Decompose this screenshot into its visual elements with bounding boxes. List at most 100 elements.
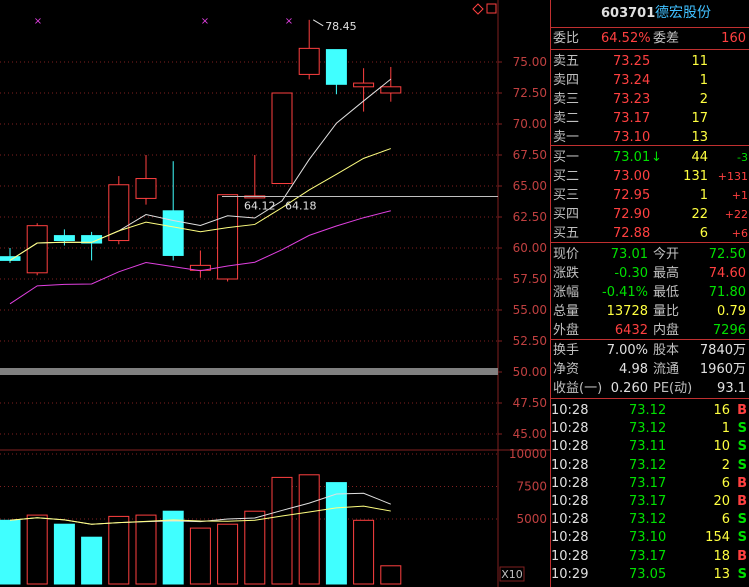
bid-row[interactable]: 买五 72.88 6 +6 [551, 224, 749, 243]
tick-side: S [737, 439, 747, 455]
ask-price: 73.10 [613, 130, 651, 145]
tick-row[interactable]: 10:28 73.12 2 S [551, 456, 749, 475]
ask-label: 卖四 [553, 73, 580, 88]
volume-tick-label: 7500 [516, 480, 547, 494]
weicha-label: 委差 [653, 31, 680, 46]
quote-row: 涨跌 -0.30 最高 74.60 [551, 264, 749, 283]
tick-row[interactable]: 10:28 73.10 154 S [551, 528, 749, 547]
tick-row[interactable]: 10:28 73.11 10 S [551, 437, 749, 456]
quote-row: 外盘 6432 内盘 7296 [551, 321, 749, 340]
volume-bar [353, 519, 375, 585]
price-tick-label: 62.50 [513, 210, 547, 224]
bid-volume: 44 [691, 150, 708, 165]
bid-row[interactable]: 买一 73.01 ↓ 44 -3 [551, 148, 749, 167]
fundamental-value: 0.260 [610, 381, 648, 396]
event-marker-icon: × [201, 16, 209, 27]
tick-time: 10:28 [551, 403, 589, 418]
bid-price: 73.00 [613, 169, 651, 184]
tick-row[interactable]: 10:29 73.05 13 S [551, 565, 749, 584]
ask-price: 73.17 [613, 111, 651, 126]
tick-time: 10:28 [551, 512, 589, 528]
quote-label-2: 最低 [653, 285, 680, 300]
quote-value-2: 71.80 [708, 285, 746, 300]
tick-row[interactable]: 10:28 73.17 6 B [551, 474, 749, 493]
quote-label: 涨幅 [553, 285, 580, 300]
bid-change: +22 [724, 208, 748, 221]
high-annotation-leader [312, 19, 324, 27]
bid-label: 买四 [553, 207, 580, 222]
price-tick-label: 45.00 [513, 427, 547, 441]
tick-volume: 16 [713, 403, 730, 418]
bid-row[interactable]: 买三 72.95 1 +1 [551, 186, 749, 205]
fundamental-row: 收益(一) 0.260 PE(动) 93.1 [551, 379, 749, 398]
bid-volume: 1 [699, 188, 708, 203]
tick-price: 73.05 [629, 566, 667, 582]
tick-row[interactable]: 10:28 73.17 20 B [551, 492, 749, 511]
bid-row[interactable]: 买四 72.90 22 +22 [551, 205, 749, 224]
quote-value: 6432 [614, 323, 648, 338]
volume-bar [81, 536, 103, 585]
bid-label: 买一 [553, 150, 580, 165]
volume-bar [162, 510, 184, 585]
price-tick-label: 52.50 [513, 334, 547, 348]
volume-bar [189, 527, 211, 585]
tick-price: 73.11 [629, 439, 667, 455]
fundamental-label-2: 股本 [653, 343, 680, 358]
volume-bar [380, 565, 402, 585]
tick-volume: 2 [721, 457, 730, 473]
tick-volume: 20 [713, 494, 730, 509]
quote-label: 现价 [553, 247, 580, 262]
ask-row[interactable]: 卖一 73.10 13 [551, 128, 749, 147]
tick-volume: 6 [721, 512, 730, 528]
separator-band [0, 368, 498, 375]
price-tick-label: 67.50 [513, 148, 547, 162]
tick-volume: 13 [713, 566, 730, 582]
ma5-line [9, 78, 392, 261]
tick-side: B [737, 548, 747, 564]
tick-row[interactable]: 10:28 73.12 6 S [551, 510, 749, 529]
fundamental-row: 换手 7.00% 股本 7840万 [551, 341, 749, 360]
volume-bar [108, 515, 130, 585]
tick-row[interactable]: 10:28 73.17 18 B [551, 547, 749, 566]
ask-row[interactable]: 卖三 73.23 2 [551, 90, 749, 109]
candle-body [380, 86, 402, 94]
bid-change: +131 [717, 170, 748, 183]
quote-value-2: 7296 [712, 323, 746, 338]
kline-chart-area[interactable]: 75.00 72.50 70.00 67.50 65.00 62.50 60.00 57.50… [0, 0, 550, 587]
tick-time: 10:28 [551, 548, 589, 564]
quote-label-2: 量比 [653, 304, 680, 319]
volume-bar [26, 514, 48, 585]
tick-row[interactable]: 10:28 73.12 16 B [551, 401, 749, 420]
tick-side: B [737, 475, 747, 491]
quote-row: 总量 13728 量比 0.79 [551, 302, 749, 321]
kline-chart[interactable]: 75.00 72.50 70.00 67.50 65.00 62.50 60.00 57.50… [0, 0, 550, 587]
ask-volume: 13 [691, 130, 708, 145]
volume-unit-box [499, 566, 525, 582]
quote-value: -0.30 [614, 266, 648, 281]
ask-volume: 2 [699, 92, 708, 107]
ask-row[interactable]: 卖四 73.24 1 [551, 71, 749, 90]
bid-label: 买五 [553, 226, 580, 241]
candle-body [298, 47, 320, 75]
fundamental-value: 4.98 [619, 362, 648, 377]
tick-price: 73.12 [629, 421, 667, 437]
tick-price: 73.12 [629, 457, 667, 473]
tick-time: 10:28 [551, 457, 589, 473]
quote-value-2: 74.60 [708, 266, 746, 281]
stock-name[interactable]: 德宏股份 [655, 5, 711, 21]
bid-volume: 6 [699, 226, 708, 241]
quote-panel: 603701 德宏股份 委比 64.52% 委差 160 卖五 73.25 11… [550, 0, 749, 587]
bid-row[interactable]: 买二 73.00 131 +131 [551, 167, 749, 186]
tick-side: B [737, 494, 747, 509]
tick-time: 10:28 [551, 494, 589, 509]
ask-price: 73.23 [613, 92, 651, 107]
price-tick-label: 60.00 [513, 241, 547, 255]
tick-row[interactable]: 10:28 73.12 1 S [551, 419, 749, 438]
ma10-line [9, 148, 391, 261]
fundamental-label-2: PE(动) [653, 381, 693, 396]
quote-label: 涨跌 [553, 266, 580, 281]
ask-row[interactable]: 卖二 73.17 17 [551, 109, 749, 128]
tick-price: 73.12 [629, 512, 667, 528]
tick-side: S [737, 512, 747, 528]
ask-row[interactable]: 卖五 73.25 11 [551, 52, 749, 71]
